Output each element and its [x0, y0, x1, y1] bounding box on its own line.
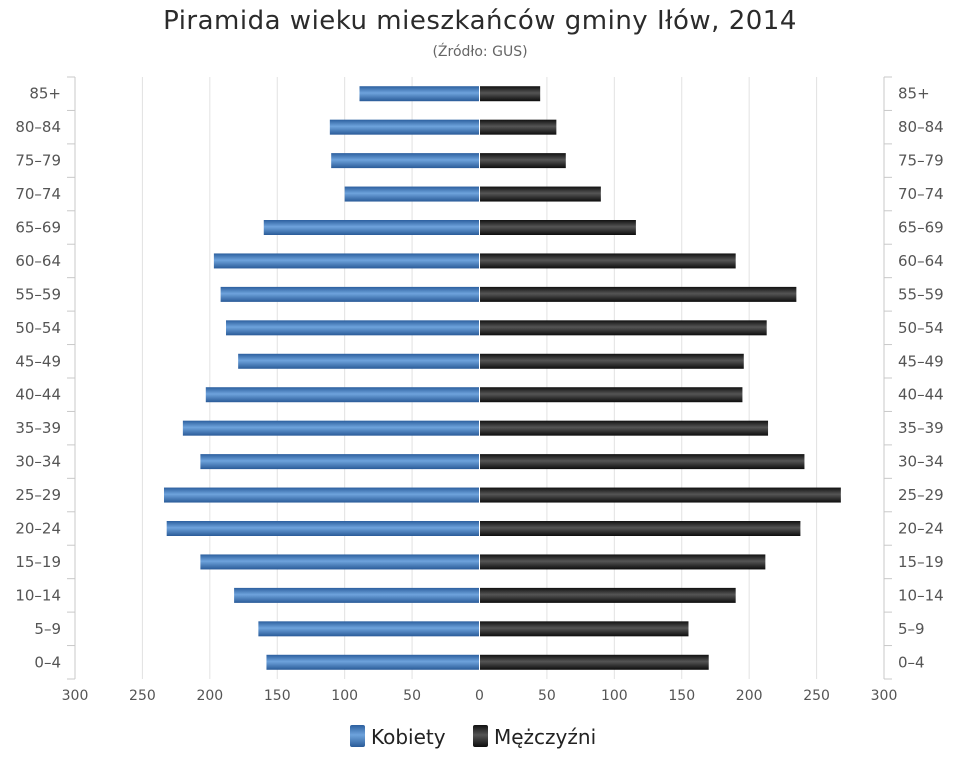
bar-kobiety: [205, 387, 480, 403]
bar-kobiety: [166, 521, 480, 536]
x-tick-label: 50: [538, 688, 556, 704]
category-label-right: 75–79: [898, 152, 944, 170]
bar-mezczyzni: [479, 186, 601, 202]
bar-mezczyzni: [479, 86, 541, 102]
category-label-right: 15–19: [898, 553, 944, 571]
bar-mezczyzni: [479, 387, 743, 403]
bar-mezczyzni: [479, 220, 636, 235]
category-label-left: 30–34: [15, 453, 61, 471]
bar-mezczyzni: [479, 454, 805, 470]
category-label-right: 10–14: [898, 586, 944, 604]
x-tick-label: 250: [129, 688, 156, 704]
legend-label-mezczyzni: Mężczyźni: [494, 725, 596, 749]
category-label-right: 30–34: [898, 453, 944, 471]
x-tick-label: 200: [736, 688, 763, 704]
category-label-right: 40–44: [898, 386, 944, 404]
category-label-right: 50–54: [898, 319, 944, 337]
bar-kobiety: [213, 253, 480, 269]
category-label-right: 65–69: [898, 219, 944, 237]
category-label-right: 20–24: [898, 520, 944, 538]
category-label-left: 80–84: [15, 118, 61, 136]
chart-subtitle: (Źródło: GUS): [432, 44, 528, 60]
bar-kobiety: [182, 420, 480, 436]
bar-kobiety: [200, 554, 480, 570]
category-label-left: 20–24: [15, 520, 61, 538]
bar-mezczyzni: [479, 286, 797, 302]
bar-kobiety: [266, 654, 480, 670]
bar-mezczyzni: [479, 487, 841, 503]
x-tick-label: 150: [264, 688, 291, 704]
bar-kobiety: [258, 621, 480, 637]
category-label-left: 85+: [29, 85, 61, 103]
category-label-right: 60–64: [898, 252, 944, 270]
category-label-left: 50–54: [15, 319, 61, 337]
category-label-right: 70–74: [898, 185, 944, 203]
bar-kobiety: [220, 286, 480, 302]
x-tick-label: 300: [62, 688, 89, 704]
x-tick-label: 150: [668, 688, 695, 704]
bar-kobiety: [226, 320, 480, 336]
category-label-left: 5–9: [34, 620, 61, 638]
legend-swatch-kobiety: [350, 725, 365, 747]
x-tick-label: 200: [196, 688, 223, 704]
x-tick-label: 250: [803, 688, 830, 704]
bar-mezczyzni: [479, 521, 801, 536]
bar-mezczyzni: [479, 153, 566, 169]
bar-mezczyzni: [479, 554, 766, 570]
bar-mezczyzni: [479, 353, 744, 369]
category-label-right: 35–39: [898, 419, 944, 437]
bar-kobiety: [200, 454, 480, 470]
category-label-right: 0–4: [898, 653, 925, 671]
category-label-left: 40–44: [15, 386, 61, 404]
x-tick-label: 300: [871, 688, 898, 704]
bar-kobiety: [263, 220, 480, 235]
category-label-left: 0–4: [34, 653, 61, 671]
bar-kobiety: [344, 186, 480, 202]
bar-mezczyzni: [479, 420, 769, 436]
bar-mezczyzni: [479, 253, 736, 269]
category-label-right: 55–59: [898, 285, 944, 303]
bar-kobiety: [331, 153, 480, 169]
category-label-right: 85+: [898, 85, 930, 103]
x-tick-label: 100: [601, 688, 628, 704]
category-label-right: 80–84: [898, 118, 944, 136]
bar-mezczyzni: [479, 621, 689, 637]
category-label-left: 75–79: [15, 152, 61, 170]
category-label-right: 5–9: [898, 620, 925, 638]
category-label-left: 70–74: [15, 185, 61, 203]
category-label-left: 35–39: [15, 419, 61, 437]
category-label-right: 45–49: [898, 352, 944, 370]
category-label-left: 10–14: [15, 586, 61, 604]
bar-kobiety: [234, 587, 480, 603]
category-label-right: 25–29: [898, 486, 944, 504]
legend-swatch-mezczyzni: [473, 725, 488, 747]
category-label-left: 25–29: [15, 486, 61, 504]
bar-kobiety: [329, 119, 480, 135]
chart-title: Piramida wieku mieszkańców gminy Iłów, 2…: [163, 6, 797, 36]
category-label-left: 15–19: [15, 553, 61, 571]
category-label-left: 45–49: [15, 352, 61, 370]
x-tick-label: 100: [331, 688, 358, 704]
x-tick-label: 50: [403, 688, 421, 704]
bar-mezczyzni: [479, 654, 709, 670]
category-label-left: 65–69: [15, 219, 61, 237]
bar-mezczyzni: [479, 119, 557, 135]
bar-kobiety: [163, 487, 480, 503]
category-label-left: 55–59: [15, 285, 61, 303]
x-tick-label: 0: [475, 688, 484, 704]
bar-mezczyzni: [479, 587, 736, 603]
category-label-left: 60–64: [15, 252, 61, 270]
bar-mezczyzni: [479, 320, 767, 336]
legend-label-kobiety: Kobiety: [371, 725, 446, 749]
bar-kobiety: [359, 86, 480, 102]
bar-kobiety: [238, 353, 480, 369]
